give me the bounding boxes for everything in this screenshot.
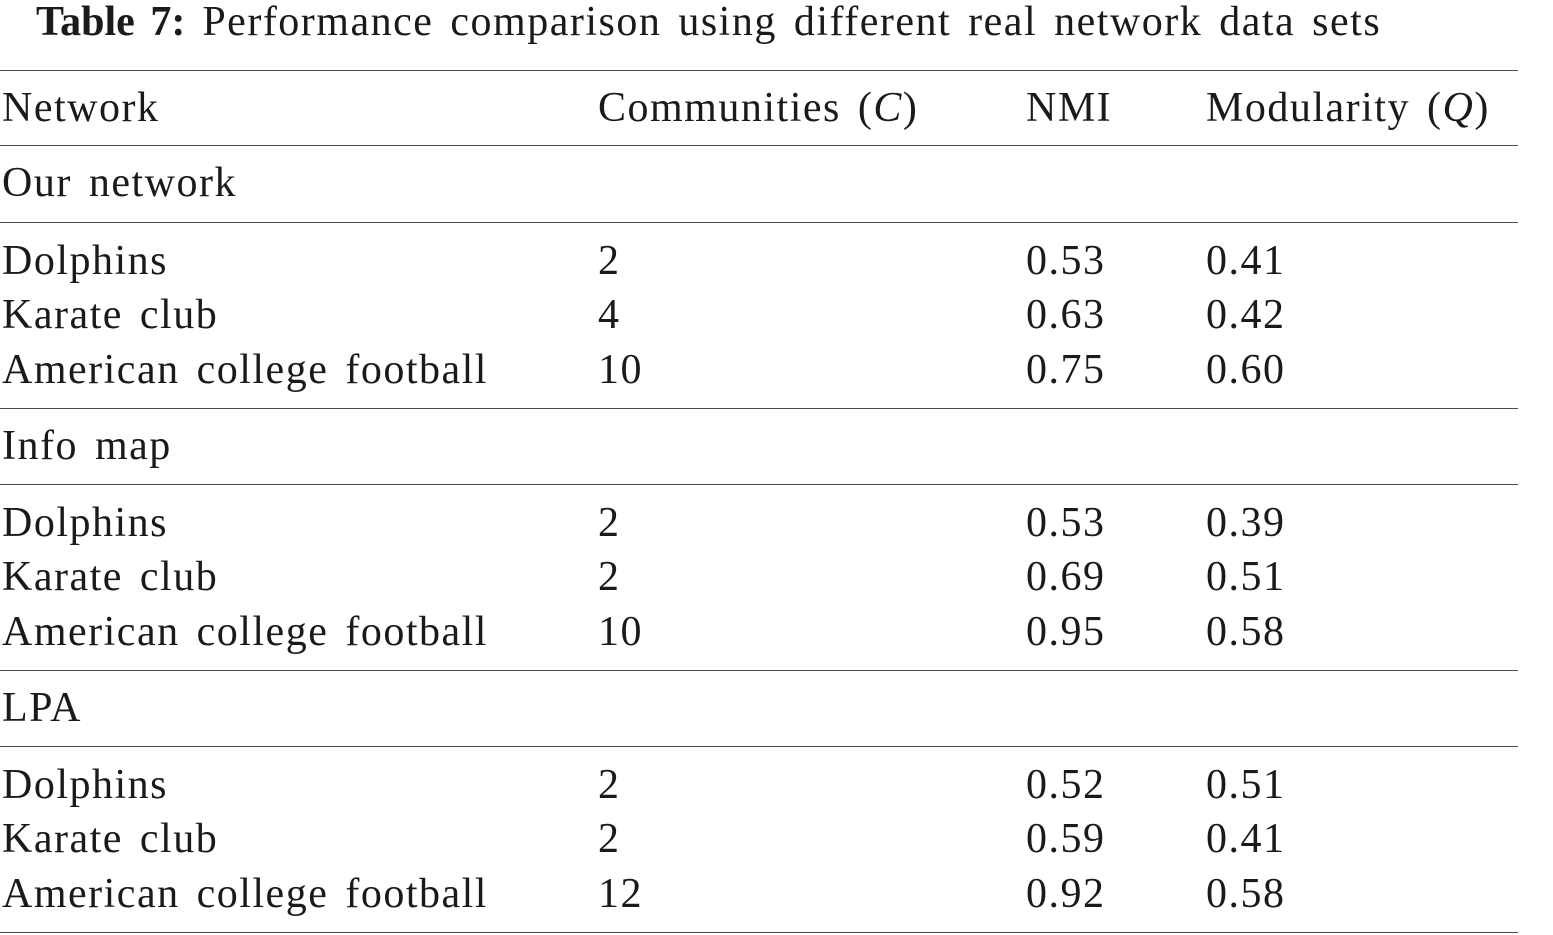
header-modularity-var: Q [1442,85,1475,131]
table-cell-network: American college football [2,347,488,393]
header-modularity: Modularity (Q) [1206,83,1490,133]
table-cell-network: Karate club [2,554,219,600]
table-caption: Table 7: Performance comparison using di… [36,0,1381,44]
header-modularity-label: Modularity ( [1206,85,1443,131]
table-cell-modularity: 0.41 [1206,238,1286,284]
group-heading: Info map [2,423,172,469]
table-cell-network: Karate club [2,292,219,338]
table-cell-nmi: 0.95 [1026,609,1106,655]
table-cell-nmi: 0.63 [1026,292,1106,338]
table-cell-communities: 2 [598,816,621,862]
table-cell-modularity: 0.51 [1206,762,1286,808]
table-cell-communities: 2 [598,500,621,546]
header-modularity-close: ) [1474,85,1490,131]
table-cell-modularity: 0.58 [1206,871,1286,917]
header-communities-close: ) [902,85,919,131]
table-cell-nmi: 0.69 [1026,554,1106,600]
group-rule [0,222,1518,223]
table-cell-modularity: 0.60 [1206,347,1286,393]
group-rule [0,484,1518,485]
table-cell-network: Dolphins [2,238,169,284]
table-cell-network: American college football [2,609,488,655]
table-cell-nmi: 0.92 [1026,871,1106,917]
table-cell-communities: 4 [598,292,621,338]
table-cell-communities: 2 [598,762,621,808]
table-cell-network: Dolphins [2,762,169,808]
table-cell-communities: 12 [598,871,643,917]
table-cell-network: Dolphins [2,500,169,546]
header-communities: Communities (C) [598,83,918,133]
header-communities-label: Communities ( [598,85,874,131]
header-rule [0,145,1518,146]
table-caption-label: Table 7: [36,0,186,45]
group-separator-rule [0,408,1518,409]
table-cell-modularity: 0.39 [1206,500,1286,546]
table-cell-nmi: 0.59 [1026,816,1106,862]
table-cell-communities: 2 [598,238,621,284]
group-heading: LPA [2,685,82,731]
table-cell-network: American college football [2,871,488,917]
table-cell-nmi: 0.75 [1026,347,1106,393]
table-cell-nmi: 0.52 [1026,762,1106,808]
group-separator-rule [0,670,1518,671]
group-heading: Our network [2,160,237,206]
table-cell-modularity: 0.51 [1206,554,1286,600]
bottom-rule [0,932,1518,933]
top-rule [0,70,1518,71]
group-rule [0,746,1518,747]
table-cell-nmi: 0.53 [1026,500,1106,546]
table-cell-communities: 10 [598,609,643,655]
table-cell-nmi: 0.53 [1026,238,1106,284]
table-cell-communities: 2 [598,554,621,600]
header-communities-var: C [873,85,903,131]
header-nmi: NMI [1026,85,1113,131]
table-cell-modularity: 0.58 [1206,609,1286,655]
table-cell-communities: 10 [598,347,643,393]
table-cell-network: Karate club [2,816,219,862]
header-network: Network [2,85,160,131]
table-cell-modularity: 0.41 [1206,816,1286,862]
table-cell-modularity: 0.42 [1206,292,1286,338]
table-caption-text: Performance comparison using different r… [202,0,1382,45]
